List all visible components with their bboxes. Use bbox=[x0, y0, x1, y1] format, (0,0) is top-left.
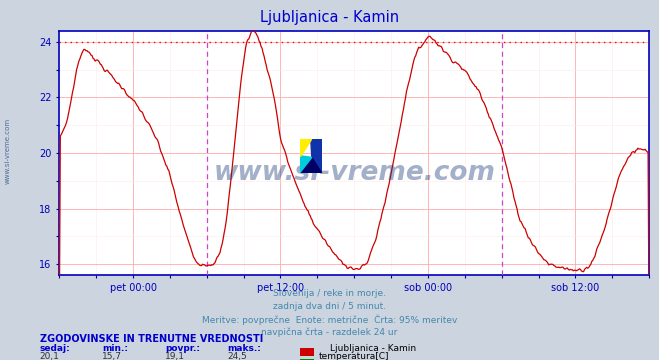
Text: 24,5: 24,5 bbox=[227, 352, 247, 360]
Text: navpična črta - razdelek 24 ur: navpična črta - razdelek 24 ur bbox=[262, 328, 397, 337]
Text: 15,7: 15,7 bbox=[102, 352, 122, 360]
Text: Ljubljanica - Kamin: Ljubljanica - Kamin bbox=[260, 10, 399, 25]
Text: maks.:: maks.: bbox=[227, 344, 261, 353]
Polygon shape bbox=[300, 139, 311, 156]
Text: 20,1: 20,1 bbox=[40, 352, 59, 360]
Text: Ljubljanica - Kamin: Ljubljanica - Kamin bbox=[330, 344, 416, 353]
Text: povpr.:: povpr.: bbox=[165, 344, 200, 353]
Text: zadnja dva dni / 5 minut.: zadnja dva dni / 5 minut. bbox=[273, 302, 386, 311]
Text: min.:: min.: bbox=[102, 344, 128, 353]
Text: www.si-vreme.com: www.si-vreme.com bbox=[214, 159, 495, 186]
Text: 19,1: 19,1 bbox=[165, 352, 185, 360]
Text: Meritve: povprečne  Enote: metrične  Črta: 95% meritev: Meritve: povprečne Enote: metrične Črta:… bbox=[202, 315, 457, 325]
Polygon shape bbox=[300, 156, 312, 173]
Text: www.si-vreme.com: www.si-vreme.com bbox=[5, 118, 11, 184]
Polygon shape bbox=[300, 157, 322, 173]
Text: Slovenija / reke in morje.: Slovenija / reke in morje. bbox=[273, 289, 386, 298]
Text: ZGODOVINSKE IN TRENUTNE VREDNOSTI: ZGODOVINSKE IN TRENUTNE VREDNOSTI bbox=[40, 334, 263, 344]
Polygon shape bbox=[311, 139, 322, 173]
Text: temperatura[C]: temperatura[C] bbox=[318, 352, 389, 360]
Text: sedaj:: sedaj: bbox=[40, 344, 71, 353]
